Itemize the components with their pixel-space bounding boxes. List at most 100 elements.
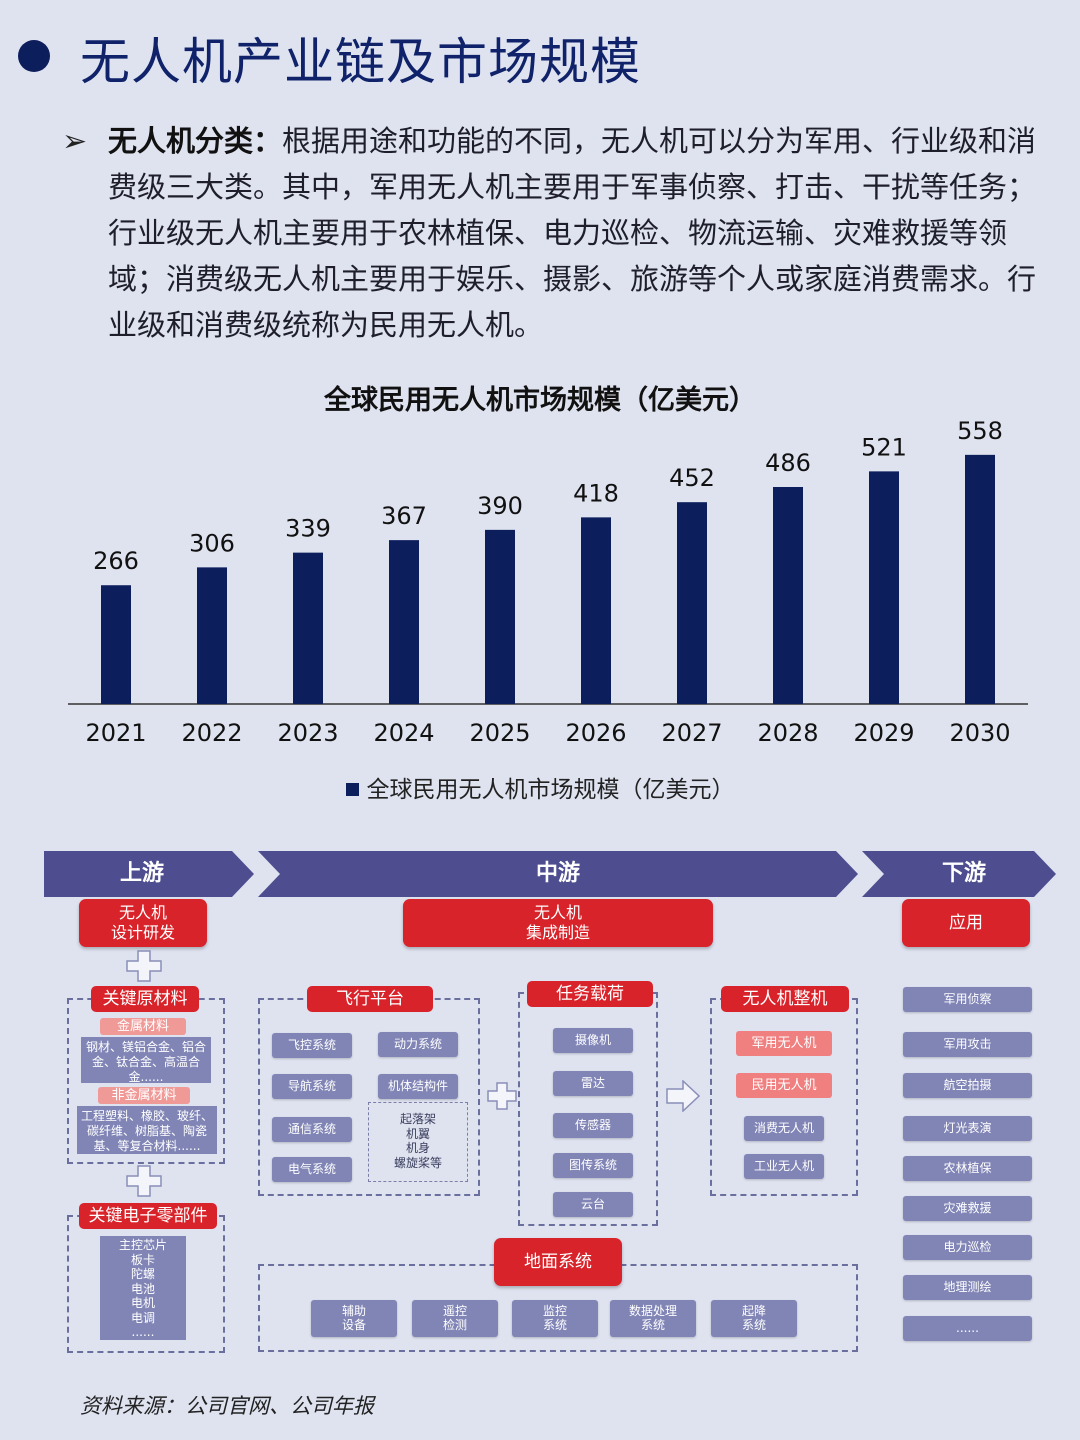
ground-item-box: 数据处理 系统 bbox=[610, 1300, 696, 1337]
drone-subtype-box: 消费无人机 bbox=[744, 1116, 824, 1141]
bar-2022 bbox=[197, 567, 227, 704]
plus-connector-icon bbox=[126, 950, 162, 982]
chart-title: 全球民用无人机市场规模（亿美元） bbox=[324, 385, 756, 416]
data-label-2021: 266 bbox=[93, 547, 139, 575]
chart-legend: 全球民用无人机市场规模（亿美元） bbox=[0, 770, 1080, 804]
nonmetal-title: 非金属材料 bbox=[98, 1087, 190, 1104]
application-item-box: 灯光表演 bbox=[903, 1116, 1032, 1141]
data-label-2025: 390 bbox=[477, 492, 523, 520]
payload-item-box: 传感器 bbox=[553, 1113, 633, 1138]
title-bullet bbox=[18, 40, 50, 72]
structure-item: 螺旋桨等 bbox=[393, 1155, 442, 1170]
tick-label-2024: 2024 bbox=[373, 719, 434, 747]
complete-drone-title: 无人机整机 bbox=[721, 986, 849, 1012]
structure-item: 机身 bbox=[405, 1141, 430, 1155]
power-system-box: 动力系统 bbox=[378, 1032, 458, 1057]
bar-2028 bbox=[773, 487, 803, 704]
page-title: 无人机产业链及市场规模 bbox=[80, 33, 641, 91]
data-label-2024: 367 bbox=[381, 502, 427, 530]
payload-item-box: 云台 bbox=[553, 1192, 633, 1217]
tick-label-2021: 2021 bbox=[85, 719, 146, 747]
structure-item: 机翼 bbox=[405, 1126, 430, 1141]
bar-2027 bbox=[677, 502, 707, 704]
stage-label-midstream: 中游 bbox=[535, 861, 580, 886]
bar-2026 bbox=[581, 517, 611, 704]
payload-item-box: 摄像机 bbox=[553, 1028, 633, 1053]
tick-label-2029: 2029 bbox=[853, 719, 914, 747]
stage-label-upstream: 上游 bbox=[119, 861, 164, 886]
data-label-2022: 306 bbox=[189, 529, 235, 557]
legend-swatch-icon bbox=[345, 783, 359, 796]
ground-item-box: 遥控 检测 bbox=[412, 1300, 498, 1337]
tick-label-2022: 2022 bbox=[181, 719, 242, 747]
electronics-item: 电机 bbox=[130, 1296, 155, 1310]
flight-subsystem-box: 导航系统 bbox=[272, 1074, 352, 1099]
structure-items: 起落架 机翼 机身 螺旋桨等 bbox=[368, 1112, 468, 1170]
flight-platform-title: 飞行平台 bbox=[307, 986, 433, 1012]
flight-subsystem-box: 电气系统 bbox=[272, 1157, 352, 1182]
bar-2029 bbox=[869, 471, 899, 704]
chevron-arrow-icon bbox=[44, 851, 254, 897]
intro-lead: 无人机分类： bbox=[108, 124, 283, 158]
structure-box: 机体结构件 bbox=[378, 1074, 458, 1099]
stage-arrow-downstream: 下游 bbox=[862, 851, 1056, 897]
electronics-item: 电池 bbox=[130, 1281, 155, 1296]
data-label-2027: 452 bbox=[669, 464, 715, 492]
electronics-item: ...... bbox=[131, 1325, 155, 1339]
bar-2021 bbox=[101, 585, 131, 704]
data-label-2023: 339 bbox=[285, 515, 331, 543]
stage-arrow-midstream: 中游 bbox=[258, 851, 858, 897]
electronics-item: 陀螺 bbox=[130, 1267, 155, 1281]
application-item-box: 军用攻击 bbox=[903, 1032, 1032, 1057]
metal-title: 金属材料 bbox=[100, 1018, 186, 1035]
electronics-list: 主控芯片 板卡 陀螺 电池 电机 电调...... bbox=[100, 1236, 186, 1340]
tick-label-2027: 2027 bbox=[661, 719, 722, 747]
payload-item-box: 雷达 bbox=[553, 1071, 633, 1096]
flight-subsystem-box: 飞控系统 bbox=[272, 1033, 352, 1058]
materials-title: 关键原材料 bbox=[91, 986, 199, 1012]
application-item-box: 农林植保 bbox=[903, 1156, 1032, 1181]
tick-label-2030: 2030 bbox=[949, 719, 1010, 747]
metal-text: 钢材、镁铝合金、铝合金、钛合金、高温合金...... bbox=[81, 1037, 211, 1084]
downstream-header: 应用 bbox=[902, 899, 1030, 947]
bar-2023 bbox=[293, 552, 323, 704]
drone-subtype-box: 工业无人机 bbox=[744, 1154, 824, 1179]
ground-system-title: 地面系统 bbox=[494, 1238, 622, 1286]
data-label-2026: 418 bbox=[573, 479, 619, 507]
source-note: 资料来源：公司官网、公司年报 bbox=[80, 1394, 374, 1418]
tick-label-2026: 2026 bbox=[565, 719, 626, 747]
intro-body: 根据用途和功能的不同，无人机可以分为军用、行业级和消费级三大类。其中，军用无人机… bbox=[108, 124, 1037, 342]
plus-connector-icon bbox=[487, 1082, 517, 1110]
flight-subsystem-box: 通信系统 bbox=[272, 1117, 352, 1142]
payload-item-box: 图传系统 bbox=[553, 1153, 633, 1178]
application-item-box: 地理测绘 bbox=[903, 1275, 1032, 1300]
structure-item: 起落架 bbox=[399, 1112, 436, 1126]
ground-item-box: 起降 系统 bbox=[711, 1300, 797, 1337]
plus-connector-icon bbox=[126, 1165, 162, 1197]
ground-item-box: 辅助 设备 bbox=[311, 1300, 397, 1337]
intro-text: 无人机分类：根据用途和功能的不同，无人机可以分为军用、行业级和消费级三大类。其中… bbox=[108, 118, 1048, 348]
stage-arrow-upstream: 上游 bbox=[44, 851, 254, 897]
application-item-box: 电力巡检 bbox=[903, 1235, 1032, 1260]
electronics-item: 板卡 bbox=[130, 1252, 155, 1267]
chevron-arrow-icon bbox=[258, 851, 858, 897]
application-item-box: ...... bbox=[903, 1316, 1032, 1341]
electronics-item: 主控芯片 bbox=[118, 1238, 167, 1252]
electronics-title: 关键电子零部件 bbox=[79, 1203, 217, 1229]
electronics-item: 电调 bbox=[130, 1310, 155, 1325]
bar-2025 bbox=[485, 529, 515, 704]
drone-type-box: 军用无人机 bbox=[736, 1031, 832, 1056]
chevron-arrow-icon bbox=[862, 851, 1056, 897]
upstream-header: 无人机 设计研发 bbox=[79, 899, 207, 947]
arrow-right-icon bbox=[666, 1080, 700, 1112]
bar-2030 bbox=[965, 454, 995, 704]
application-item-box: 航空拍摄 bbox=[903, 1073, 1032, 1098]
legend-label: 全球民用无人机市场规模（亿美元） bbox=[366, 777, 735, 803]
bar-2024 bbox=[389, 540, 419, 704]
midstream-header: 无人机 集成制造 bbox=[403, 899, 713, 947]
structure-items-group bbox=[368, 1102, 468, 1182]
ground-item-box: 监控 系统 bbox=[512, 1300, 598, 1337]
bar-chart: 266 2021 306 2022 339 2023 367 2024 390 2025 418 20… bbox=[68, 417, 1028, 747]
tick-label-2028: 2028 bbox=[757, 719, 818, 747]
application-item-box: 灾难救援 bbox=[903, 1196, 1032, 1221]
